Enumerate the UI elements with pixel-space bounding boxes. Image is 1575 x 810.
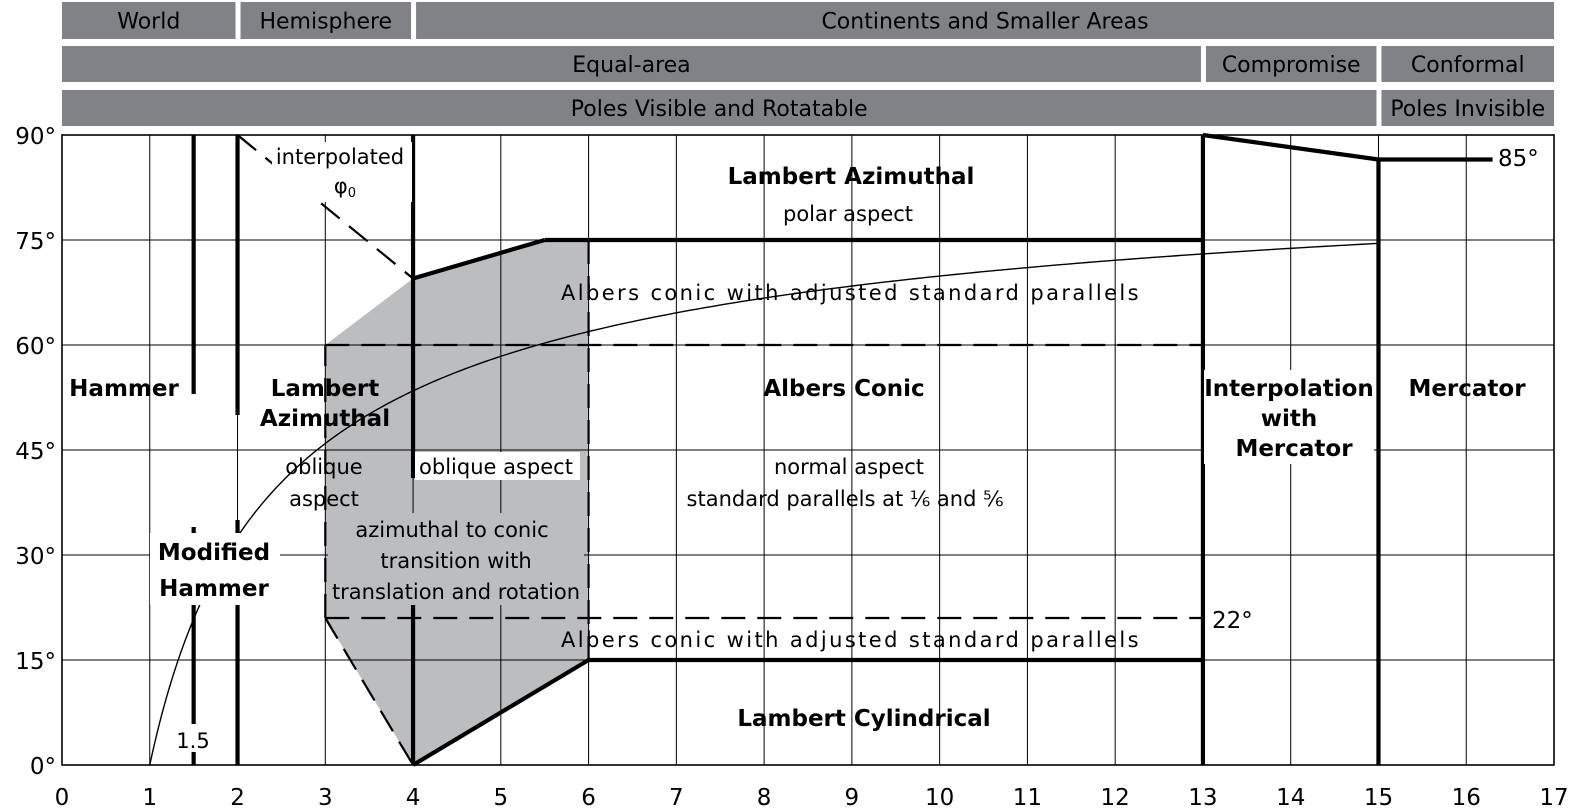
x-tick-9: 9 [845, 785, 860, 810]
y-tick-60: 60° [15, 334, 56, 360]
label-interpolation-3: Mercator [1235, 436, 1353, 462]
thick-line-12 [1202, 132, 1379, 162]
band-label-row2-0: Equal-area [572, 53, 690, 78]
y-tick-90: 90° [15, 124, 56, 150]
label-lambert-cylindrical: Lambert Cylindrical [737, 706, 990, 732]
x-tick-3: 3 [318, 785, 333, 810]
label-lambert-polar: Lambert Azimuthal [728, 164, 975, 190]
x-tick-4: 4 [406, 785, 421, 810]
label-transition-2: transition with [380, 549, 531, 573]
label-interpolation-2: with [1261, 406, 1318, 432]
band-row2-2 [1381, 46, 1554, 82]
label-85-degrees: 85° [1498, 146, 1539, 172]
label-interpolation-1: Interpolation [1204, 376, 1374, 402]
x-tick-10: 10 [925, 785, 954, 810]
label-albers-conic: Albers Conic [763, 376, 924, 402]
band-row2-0 [62, 46, 1201, 82]
label-phi0-symbol: φ [334, 174, 348, 198]
band-row3-0 [62, 90, 1377, 126]
label-bg-interpolated [272, 142, 412, 202]
x-axis-ticks: 0 1 2 3 4 5 6 7 8 9 10 11 12 13 14 15 16 17 [55, 785, 1569, 810]
band-label-row3-1: Poles Invisible [1390, 97, 1545, 122]
shaded-transition-region [325, 240, 589, 765]
label-mercator: Mercator [1408, 376, 1526, 402]
band-label-row2-1: Compromise [1222, 53, 1361, 78]
band-label-row1-2: Continents and Smaller Areas [821, 10, 1148, 35]
label-lambert-azimuthal-1: Lambert [271, 376, 380, 402]
label-polar-aspect: polar aspect [783, 202, 913, 226]
x-tick-5: 5 [494, 785, 509, 810]
dashed-line-0 [236, 134, 414, 280]
label-hammer: Hammer [69, 376, 179, 402]
thick-line-6 [411, 658, 590, 767]
dashed-line-4 [324, 617, 415, 766]
x-tick-2: 2 [230, 785, 245, 810]
boundary-curve [149, 242, 1379, 766]
y-tick-75: 75° [15, 229, 56, 255]
shaded-polygon [325, 240, 589, 765]
x-tick-13: 13 [1188, 785, 1217, 810]
label-normal-aspect: normal aspect [774, 455, 924, 479]
band-row1-1 [240, 2, 412, 39]
y-axis-ticks: 0° 15° 30° 45° 60° 75° 90° [15, 124, 56, 780]
label-bg-85 [1494, 142, 1550, 172]
label-oblique-1: oblique [285, 455, 362, 479]
label-bg-modified-hammer [150, 533, 280, 605]
band-row1-2 [416, 2, 1554, 39]
band-label-row3-0: Poles Visible and Rotatable [571, 97, 868, 122]
label-interpolated: interpolated [276, 145, 404, 169]
band-label-row1-1: Hemisphere [259, 10, 392, 35]
label-lambert-azimuthal-2: Azimuthal [260, 406, 390, 432]
x-tick-12: 12 [1101, 785, 1130, 810]
x-tick-16: 16 [1452, 785, 1481, 810]
y-tick-0: 0° [30, 754, 56, 780]
label-bg-interpolation [1204, 370, 1374, 464]
x-tick-14: 14 [1276, 785, 1305, 810]
band-label-row1-0: World [117, 10, 180, 35]
label-phi0-sub: 0 [348, 186, 356, 201]
x-tick-1: 1 [142, 785, 157, 810]
plot-frame [61, 134, 1555, 766]
x-tick-15: 15 [1364, 785, 1393, 810]
label-modified-hammer-2: Hammer [159, 576, 269, 602]
label-oblique-aspect: oblique aspect [419, 455, 573, 479]
thick-boundaries [191, 132, 1493, 767]
label-phi0: φ0 [334, 174, 356, 201]
label-transition-3: translation and rotation [332, 580, 580, 604]
label-bg-transition [328, 513, 584, 605]
thick-line-8 [412, 237, 546, 281]
dashed-boundaries [236, 134, 1203, 766]
x-tick-17: 17 [1539, 785, 1568, 810]
y-tick-45: 45° [15, 439, 56, 465]
band-row1-0 [62, 2, 236, 39]
label-modified-hammer-1: Modified [158, 540, 270, 566]
label-1-5: 1.5 [176, 729, 209, 753]
band-row2-1 [1205, 46, 1377, 82]
label-bg-oblique-aspect [415, 452, 580, 480]
x-tick-11: 11 [1013, 785, 1042, 810]
x-tick-8: 8 [757, 785, 772, 810]
label-albers-adjusted-top: Albers conic with adjusted standard para… [561, 281, 1141, 305]
label-bg-22 [1210, 603, 1260, 633]
header-bands: World Hemisphere Continents and Smaller Ar… [62, 2, 1554, 126]
label-albers-adjusted-bottom: Albers conic with adjusted standard para… [561, 628, 1141, 652]
x-tick-7: 7 [669, 785, 684, 810]
y-tick-15: 15° [15, 649, 56, 675]
label-bg-1-5 [172, 724, 214, 752]
y-tick-30: 30° [15, 544, 56, 570]
x-tick-0: 0 [55, 785, 70, 810]
label-22-degrees: 22° [1212, 608, 1253, 634]
x-tick-6: 6 [581, 785, 596, 810]
band-label-row2-2: Conformal [1411, 53, 1525, 78]
label-standard-parallels: standard parallels at ⅙ and ⅚ [687, 487, 1004, 511]
band-row3-1 [1381, 90, 1554, 126]
label-transition-1: azimuthal to conic [355, 518, 548, 542]
label-oblique-2: aspect [289, 487, 359, 511]
